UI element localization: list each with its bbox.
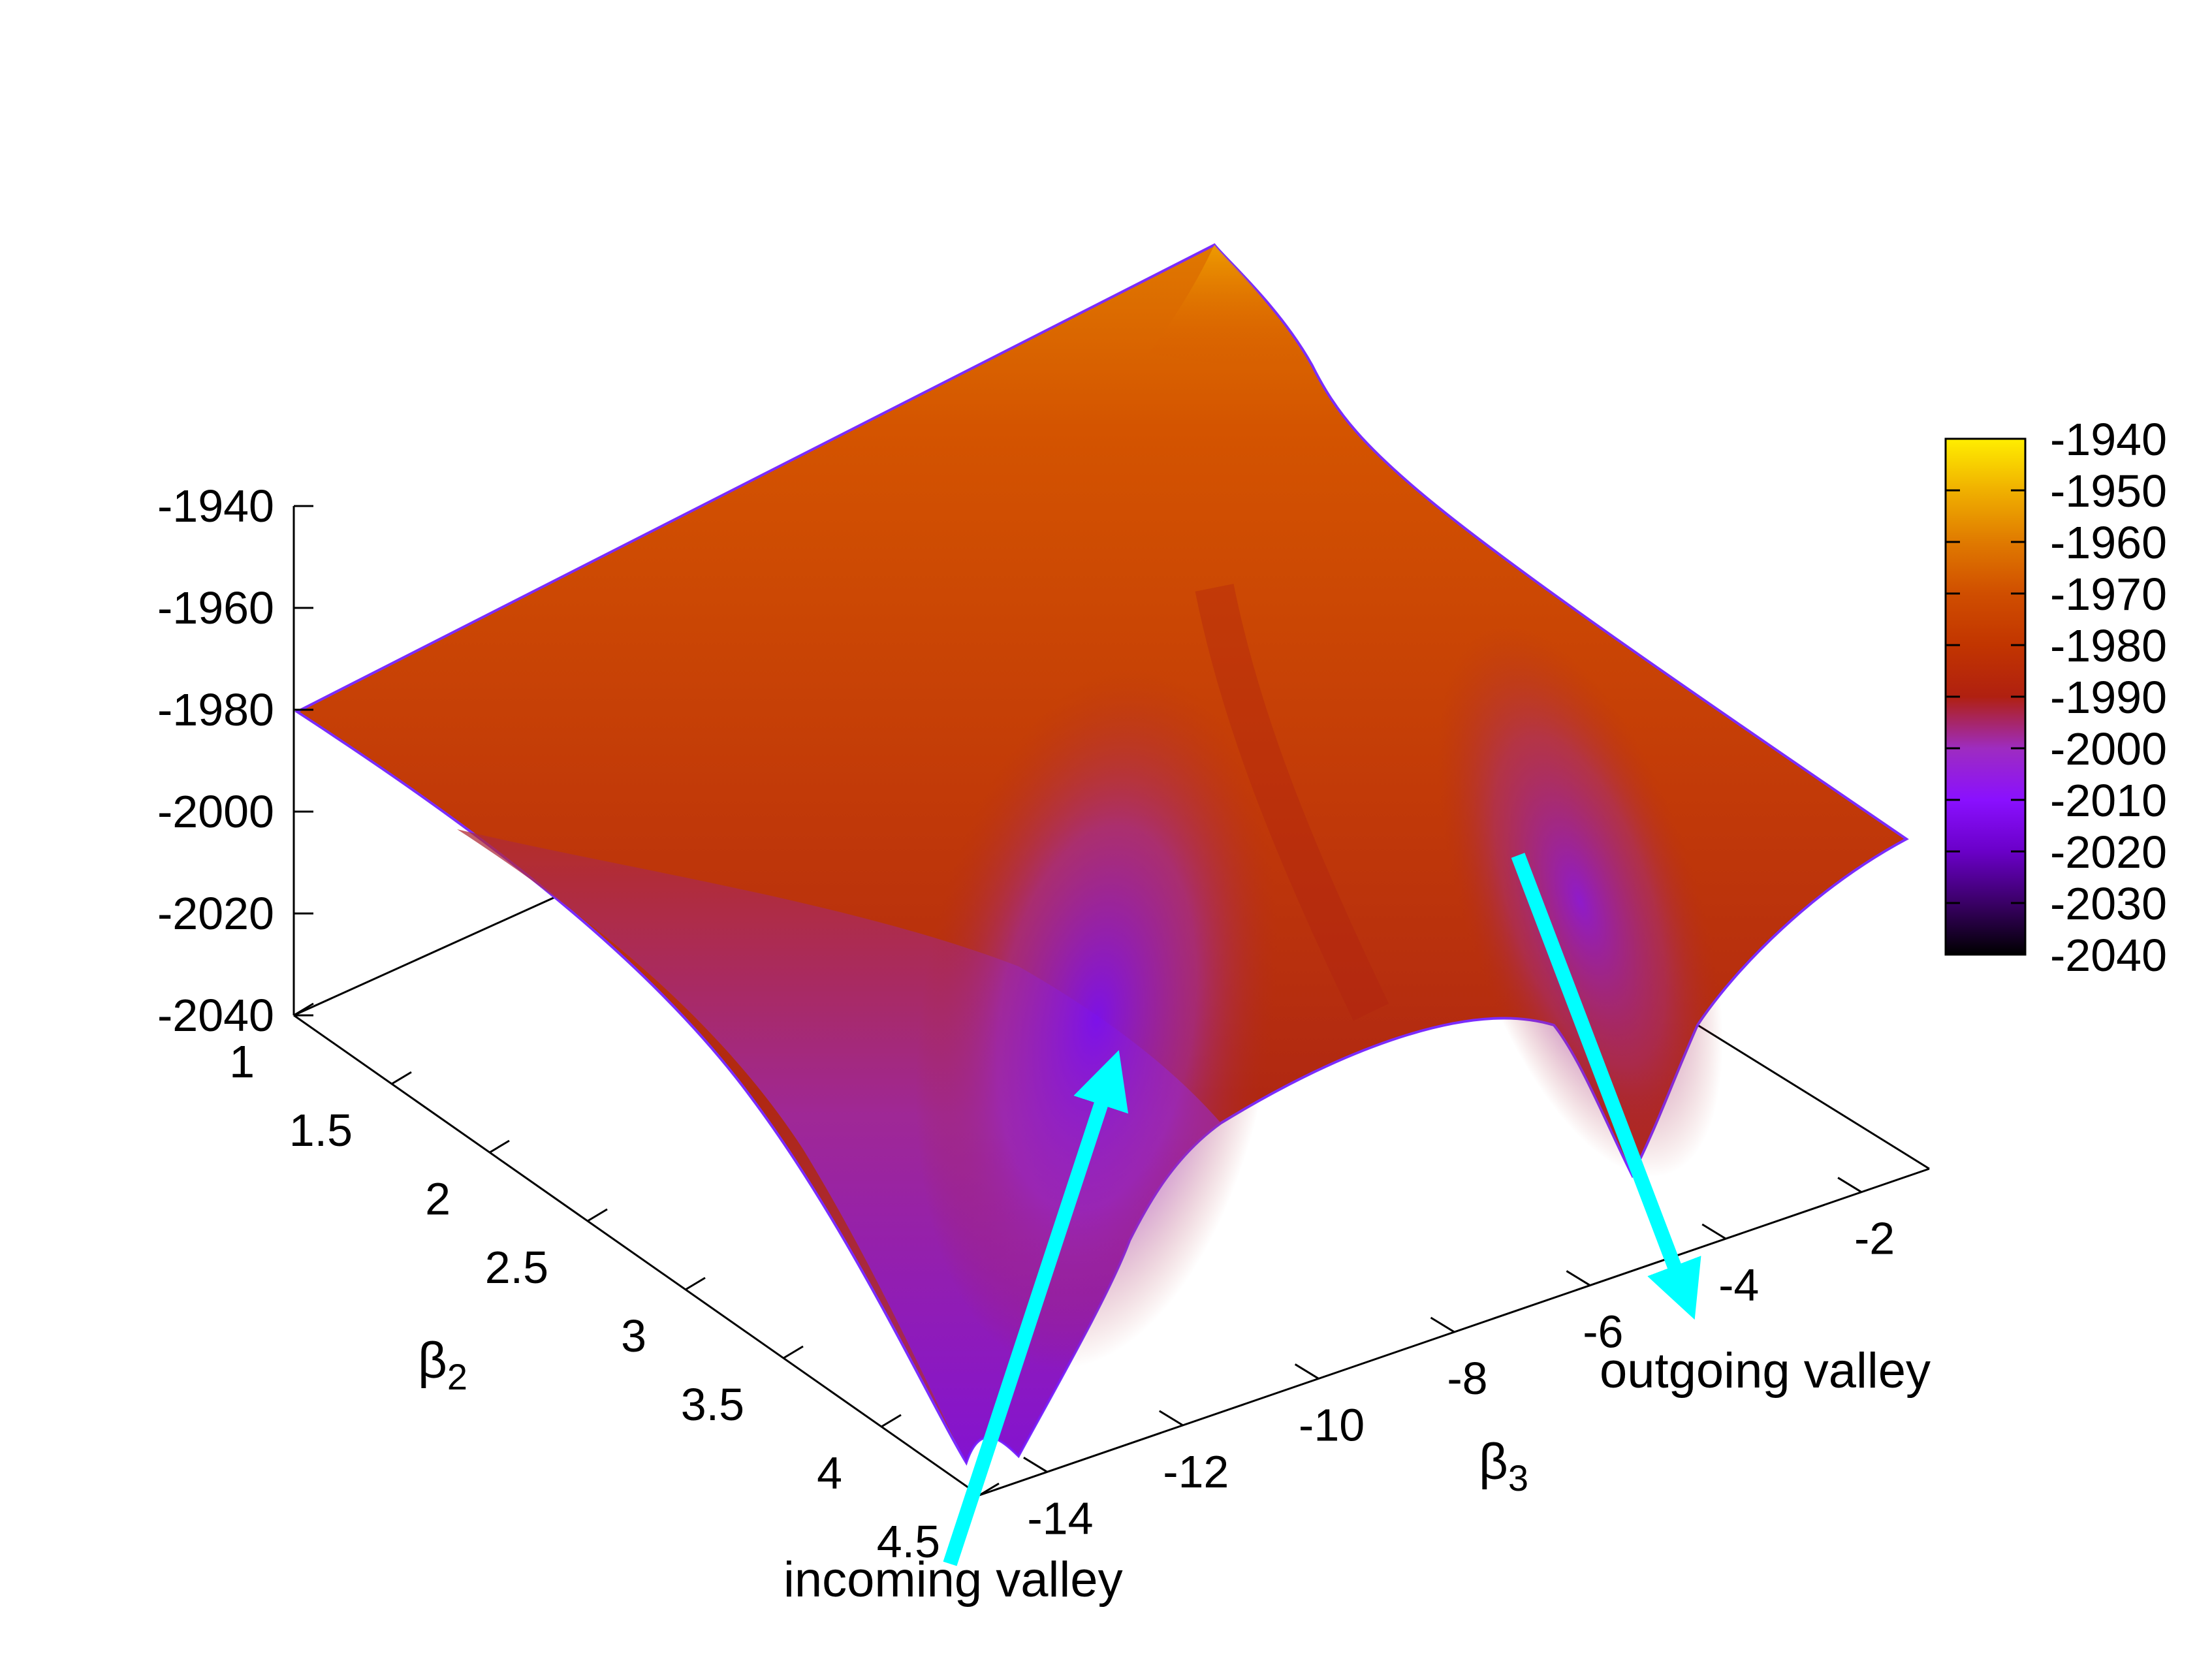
x-tick [1701, 1223, 1726, 1240]
colorbar: -1940-1950-1960-1970-1980-1990-2000-2010… [1944, 414, 2167, 981]
outgoing-valley-label: outgoing valley [1600, 1343, 1931, 1399]
z-tick-label: -1980 [157, 684, 274, 735]
y-tick [489, 1139, 510, 1154]
z-tick-label: -1940 [157, 481, 274, 531]
y-tick-label: 2 [425, 1173, 450, 1224]
y-tick [783, 1345, 804, 1359]
y-tick [391, 1071, 412, 1085]
colorbar-tick-label: -2040 [2050, 930, 2167, 981]
x-tick [1023, 1457, 1048, 1473]
y-tick [881, 1414, 902, 1428]
colorbar-tick-label: -1940 [2050, 414, 2167, 465]
x-tick-label: -6 [1583, 1307, 1623, 1357]
z-tick-label: -2040 [157, 990, 274, 1041]
outgoing-valley-arrow [1511, 853, 1701, 1320]
y-tick-label: 1.5 [289, 1105, 353, 1156]
z-tick-label: -1960 [157, 582, 274, 633]
colorbar-tick-label: -1960 [2050, 517, 2167, 568]
y-tick-label: 1 [229, 1036, 255, 1087]
x-tick-label: -12 [1163, 1446, 1229, 1497]
y-tick-label: 3 [621, 1310, 646, 1361]
y-axis-label: β2 [418, 1331, 467, 1397]
colorbar-tick-label: -1990 [2050, 672, 2167, 723]
x-tick [1294, 1363, 1319, 1380]
z-axis: -1940 -1960 -1980 -2000 -2020 -2040 [157, 481, 313, 1041]
colorbar-tick-label: -2010 [2050, 775, 2167, 826]
x-tick-label: -8 [1447, 1353, 1487, 1404]
incoming-valley-label: incoming valley [783, 1552, 1123, 1608]
x-tick [1837, 1177, 1862, 1193]
incoming-valley-shading [915, 668, 1278, 1369]
colorbar-tick-label: -2030 [2050, 878, 2167, 929]
y-tick-label: 4 [817, 1448, 842, 1498]
x-axis-label: β3 [1479, 1433, 1528, 1498]
x-tick-label: -4 [1718, 1260, 1759, 1310]
colorbar-tick-label: -2020 [2050, 827, 2167, 878]
y-tick-label: 3.5 [681, 1379, 744, 1430]
y-tick [685, 1276, 706, 1291]
y-axis: 1 1.5 2 2.5 3 3.5 4 4.5 [229, 1002, 1000, 1567]
colorbar-tick-label: -1980 [2050, 620, 2167, 671]
z-tick-label: -2020 [157, 888, 274, 939]
x-tick [1566, 1270, 1591, 1286]
x-tick-label: -14 [1027, 1493, 1093, 1544]
colorbar-tick-label: -1950 [2050, 466, 2167, 516]
y-tick [293, 1002, 314, 1017]
y-tick-label: 2.5 [485, 1242, 548, 1293]
x-tick [1159, 1410, 1184, 1427]
colorbar-tick-label: -1970 [2050, 569, 2167, 620]
x-tick-label: -2 [1854, 1213, 1895, 1264]
y-axis-line [293, 1014, 980, 1497]
y-tick [587, 1208, 608, 1222]
y-tick-label: 4.5 [877, 1516, 940, 1567]
colorbar-tick-label: -2000 [2050, 723, 2167, 774]
outgoing-valley-shading [1437, 625, 1723, 1177]
x-tick-label: -10 [1299, 1399, 1365, 1450]
x-tick [1430, 1316, 1455, 1333]
z-tick-label: -2000 [157, 786, 274, 837]
ridge-shade [1195, 584, 1389, 1021]
incoming-valley-arrow [943, 1050, 1129, 1566]
annotations: incoming valley outgoing valley [783, 853, 1931, 1608]
peak-highlight [1149, 245, 1306, 366]
x-axis: -14 -12 -10 -8 -6 -4 -2 [979, 1167, 1930, 1544]
